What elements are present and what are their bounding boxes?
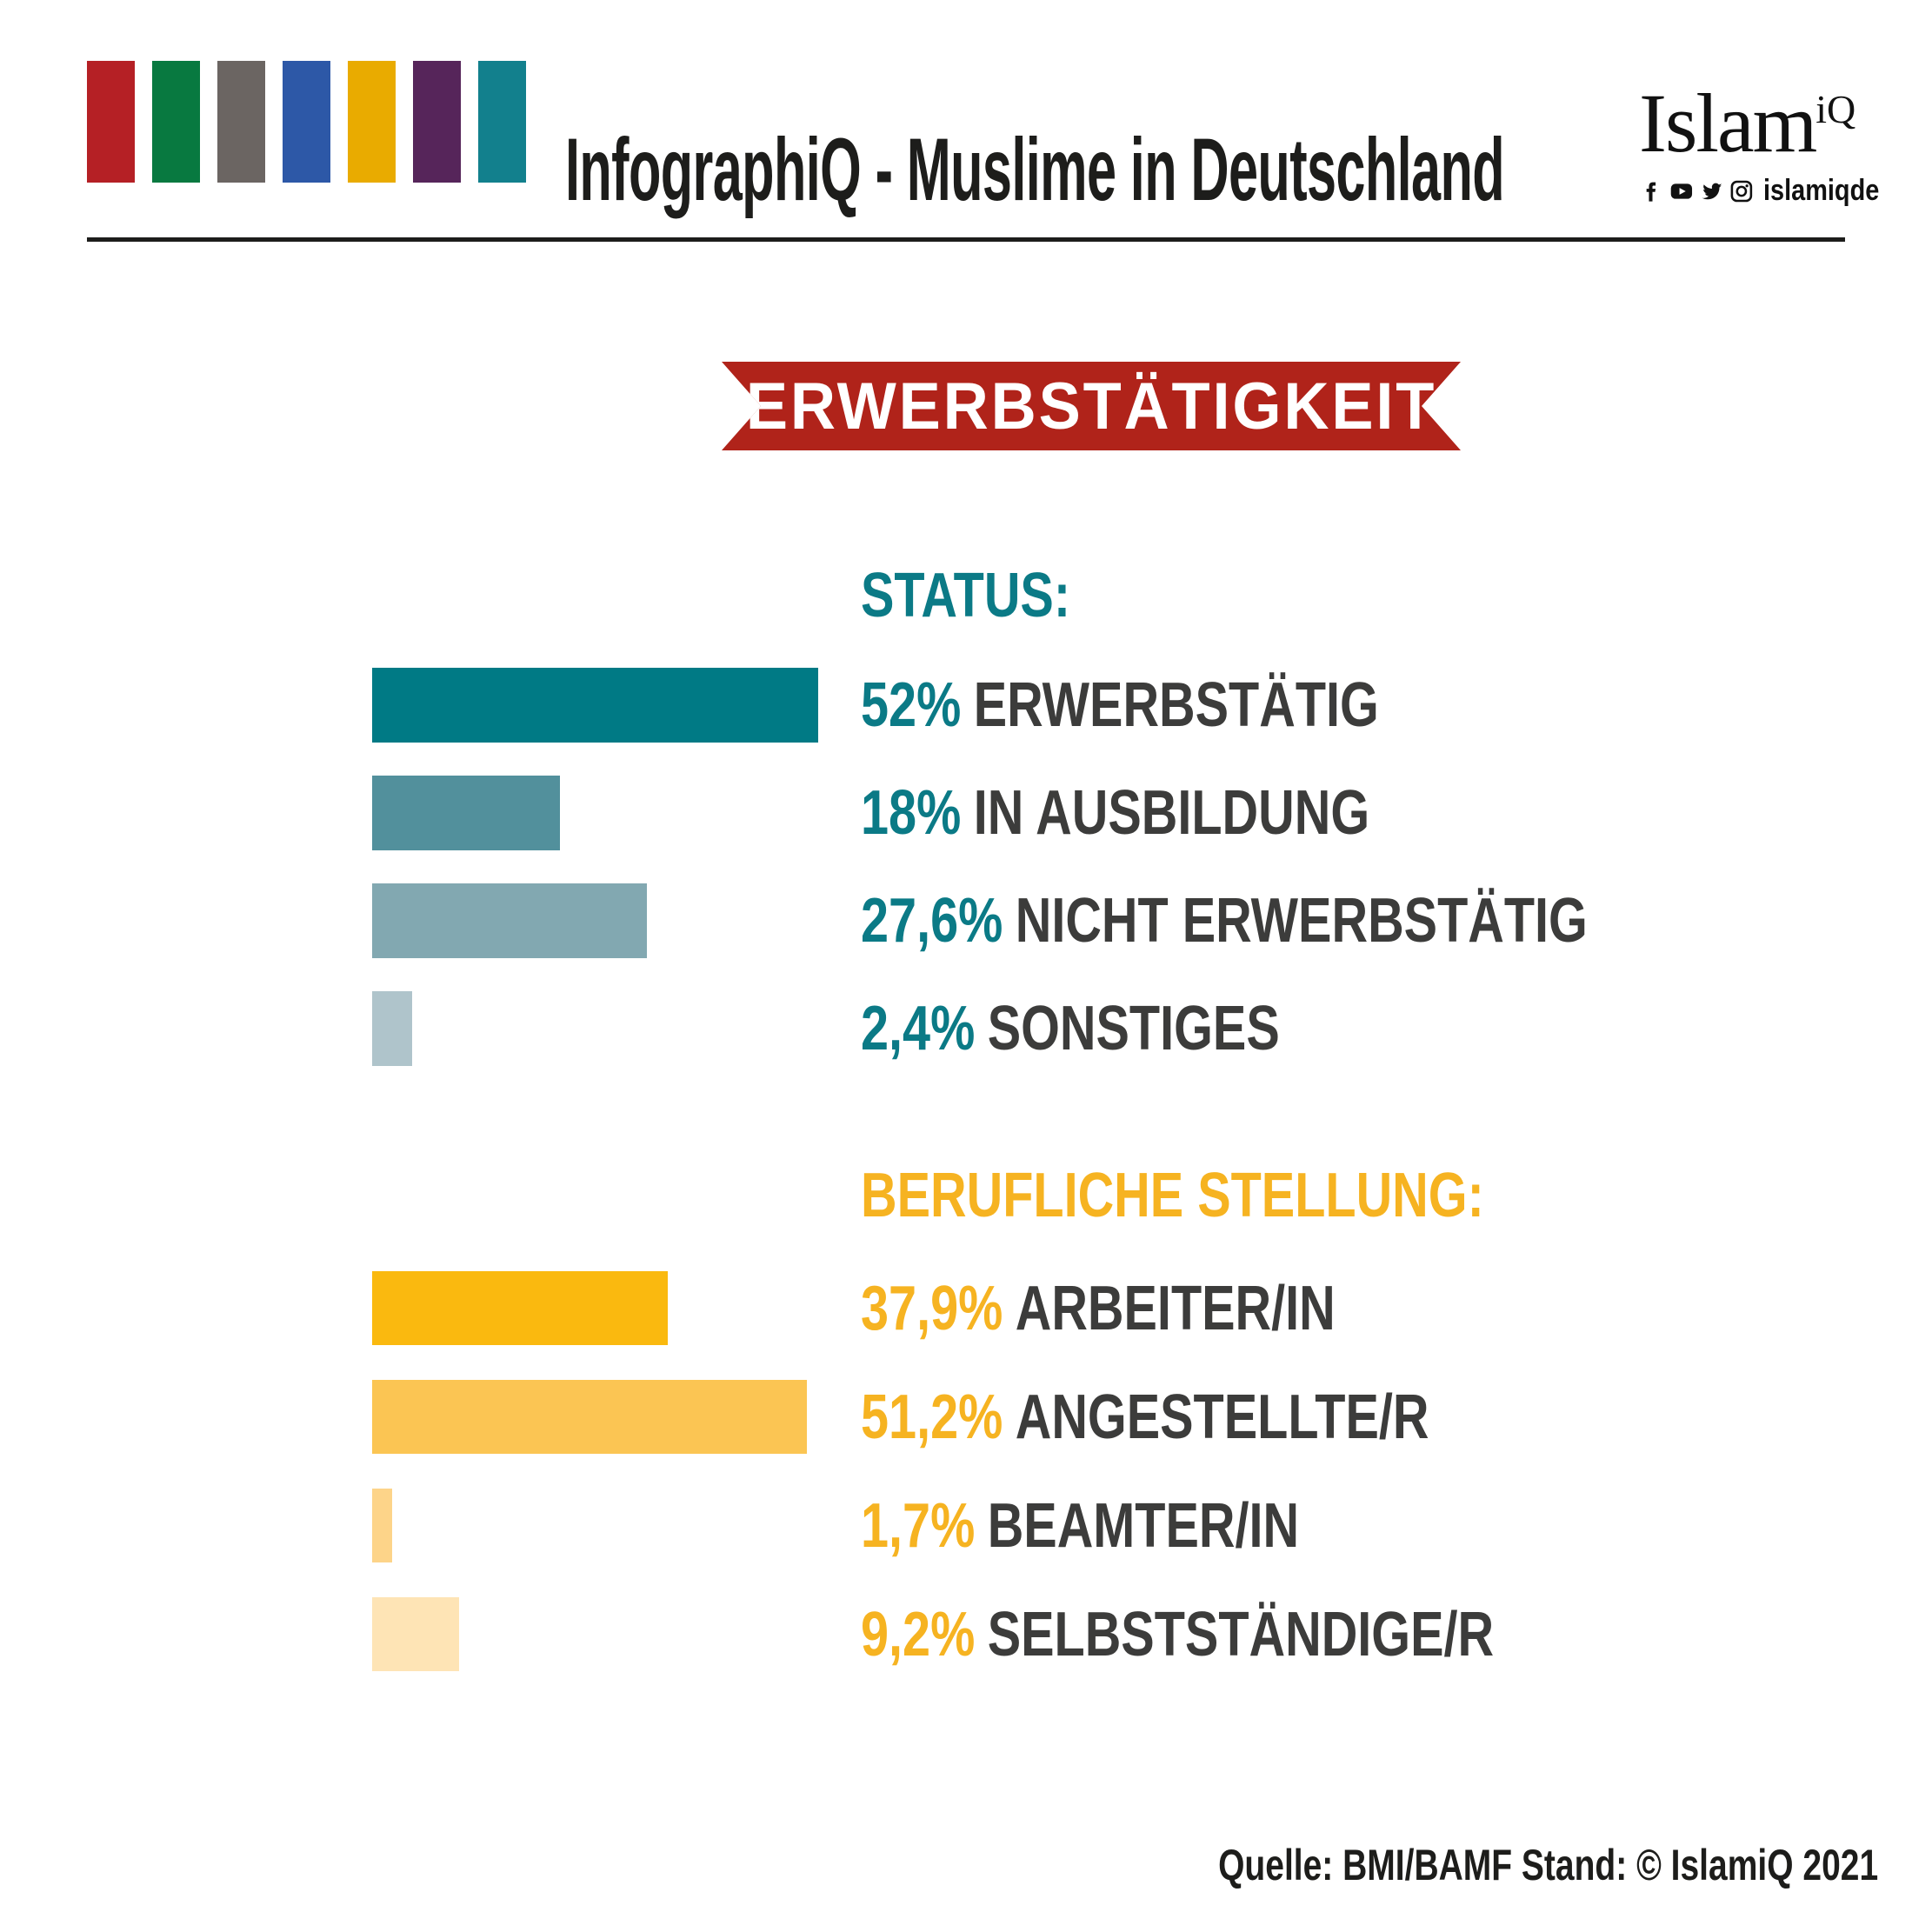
social-handle: islamiqde <box>1763 174 1880 207</box>
bar-angestellte <box>372 1380 807 1454</box>
stripe-purple <box>413 61 461 183</box>
status-bar-chart: 52% ERWERBSTÄTIG 18% IN AUSBILDUNG 27,6% NI… <box>372 668 1676 1099</box>
section-banner: ERWERBSTÄTIGKEIT <box>722 362 1461 450</box>
beruf-bar-chart: 37,9% ARBEITER/IN 51,2% ANGESTELLTE/R 1,7%… <box>372 1271 1676 1706</box>
value-label: 27,6% <box>861 886 1003 956</box>
stripe-blue <box>283 61 330 183</box>
bar-ausbildung <box>372 776 560 850</box>
bar-beamter <box>372 1489 392 1562</box>
value-label: 18% <box>861 778 962 848</box>
bar-sonstiges <box>372 991 412 1066</box>
social-row: islamiqde <box>1639 174 1900 208</box>
category-label: ANGESTELLTE/R <box>1015 1382 1429 1452</box>
category-label: SELBSTSTÄNDIGE/R <box>987 1599 1495 1669</box>
bar-nicht-erwerbstaetig <box>372 883 647 958</box>
category-label: BEAMTER/IN <box>987 1490 1300 1561</box>
facebook-icon <box>1646 182 1656 202</box>
status-row-nicht-erwerbstaetig: 27,6% NICHT ERWERBSTÄTIG <box>372 883 1676 958</box>
stripe-gray <box>217 61 265 183</box>
bar-selbststaendige <box>372 1597 459 1671</box>
status-row-ausbildung: 18% IN AUSBILDUNG <box>372 776 1676 850</box>
beruf-row-label: 1,7% BEAMTER/IN <box>861 1489 1409 1562</box>
logo-wordmark: IslamiQ <box>1639 77 1856 170</box>
stripe-gold <box>348 61 396 183</box>
status-row-erwerbstaetig: 52% ERWERBSTÄTIG <box>372 668 1676 743</box>
value-label: 1,7% <box>861 1490 976 1561</box>
category-label: ARBEITER/IN <box>1015 1273 1336 1343</box>
category-label: NICHT ERWERBSTÄTIG <box>1015 886 1588 956</box>
youtube-icon <box>1670 183 1692 199</box>
bar-arbeiter <box>372 1271 668 1345</box>
islamiq-logo: IslamiQ islamiqde <box>1639 68 1900 208</box>
stripe-red <box>87 61 135 183</box>
value-label: 9,2% <box>861 1599 976 1669</box>
status-row-label: 2,4% SONSTIGES <box>861 991 1384 1066</box>
category-label: IN AUSBILDUNG <box>973 778 1370 848</box>
status-row-label: 52% ERWERBSTÄTIG <box>861 668 1509 743</box>
status-row-label: 18% IN AUSBILDUNG <box>861 776 1496 850</box>
source-note: Quelle: BMI/BAMF Stand: © IslamiQ 2021 <box>1217 1841 1878 1889</box>
status-heading: STATUS: <box>861 561 1071 630</box>
category-label: ERWERBSTÄTIG <box>973 670 1379 740</box>
beruf-heading: BERUFLICHE STELLUNG: <box>861 1161 1484 1230</box>
beruf-row-beamter: 1,7% BEAMTER/IN <box>372 1489 1676 1562</box>
value-label: 37,9% <box>861 1273 1003 1343</box>
header-divider <box>87 237 1845 242</box>
category-label: SONSTIGES <box>987 994 1280 1063</box>
beruf-row-label: 9,2% SELBSTSTÄNDIGE/R <box>861 1597 1652 1671</box>
beruf-row-angestellte: 51,2% ANGESTELLTE/R <box>372 1380 1676 1454</box>
status-row-label: 27,6% NICHT ERWERBSTÄTIG <box>861 883 1769 958</box>
value-label: 2,4% <box>861 994 976 1063</box>
page-title-text: InfographiQ - Muslime in Deutschland <box>565 120 1505 219</box>
value-label: 52% <box>861 670 962 740</box>
beruf-row-label: 37,9% ARBEITER/IN <box>861 1271 1454 1345</box>
beruf-row-label: 51,2% ANGESTELLTE/R <box>861 1380 1571 1454</box>
beruf-row-selbststaendige: 9,2% SELBSTSTÄNDIGE/R <box>372 1597 1676 1671</box>
status-row-sonstiges: 2,4% SONSTIGES <box>372 991 1676 1066</box>
beruf-row-arbeiter: 37,9% ARBEITER/IN <box>372 1271 1676 1345</box>
logo-superscript: iQ <box>1815 87 1856 131</box>
twitter-icon <box>1701 183 1722 199</box>
brand-stripes <box>87 61 526 183</box>
value-label: 51,2% <box>861 1382 1003 1452</box>
bar-erwerbstaetig <box>372 668 818 743</box>
instagram-icon <box>1730 180 1753 202</box>
stripe-green <box>152 61 200 183</box>
page-title: InfographiQ - Muslime in Deutschland <box>565 122 1932 217</box>
banner-label: ERWERBSTÄTIGKEIT <box>745 369 1437 443</box>
stripe-teal <box>478 61 526 183</box>
